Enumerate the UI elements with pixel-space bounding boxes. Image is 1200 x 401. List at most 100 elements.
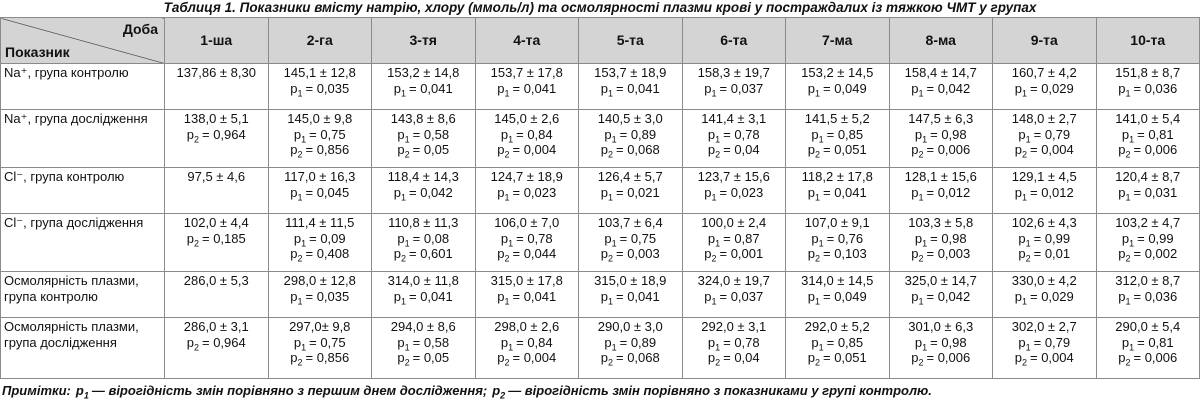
p-value: = 0,004 [1030,142,1074,157]
cell-value: 145,1 ± 12,8 [283,65,356,80]
cell-value: 153,2 ± 14,5 [801,65,874,80]
p-line: p1 = 0,042 [893,288,990,306]
corner-bottom: Показник [5,43,70,60]
cell-value: 301,0 ± 6,3 [908,319,974,334]
table-cell: 324,0 ± 19,7 p1 = 0,037 [681,271,786,318]
p-symbol: p [290,80,298,96]
table-cell: 290,0 ± 3,0 p1 = 0,89 p2 = 0,068 [578,317,683,379]
p-subscript: 1 [404,134,410,145]
p-line: p1 = 0,012 [996,184,1093,203]
p-value: = 0,035 [305,288,350,304]
p-subscript: 2 [193,342,199,353]
p-subscript: 1 [508,238,514,249]
table-cell: 145,0 ± 2,6 p1 = 0,84 p2 = 0,004 [474,109,579,168]
p-value: = 0,004 [512,142,557,157]
p-subscript: 2 [711,253,717,264]
corner-top: Доба [122,21,158,37]
p-value: = 0,05 [412,142,450,157]
table-cell: 103,2 ± 4,7 p1 = 0,99 p2 = 0,002 [1095,213,1200,272]
p-subscript: 2 [607,357,613,368]
p-value: = 0,021 [616,184,660,200]
p-symbol: p [707,230,716,246]
p-symbol: p [1018,246,1026,261]
table-cell: 297,0± 9,8 p1 = 0,75 p2 = 0,856 [267,317,372,379]
cell-value: 120,4 ± 8,7 [1115,169,1181,184]
p-line: p2 = 0,856 [272,142,369,159]
cell-value: 290,0 ± 5,4 [1115,319,1181,334]
p-symbol: p [293,230,302,246]
p-line: p1 = 0,035 [272,80,369,98]
table-cell: 325,0 ± 14,7 p1 = 0,042 [888,271,993,318]
table-cell: 141,4 ± 3,1 p1 = 0,78 p2 = 0,04 [681,109,786,168]
p-subscript: 1 [301,342,307,353]
p-value: = 0,037 [719,80,764,96]
cell-value: 315,0 ± 18,9 [594,273,667,288]
table-cell: 315,0 ± 17,8 p1 = 0,041 [474,271,579,318]
cell-value: 110,8 ± 11,3 [388,215,459,230]
table-cell: 153,2 ± 14,5 p1 = 0,049 [785,63,890,110]
p-subscript: 1 [918,192,924,203]
p-value: = 0,049 [823,80,867,96]
table-cell: 111,4 ± 11,5 p1 = 0,09 p2 = 0,408 [267,213,372,272]
p-symbol: p [1118,246,1126,261]
p-symbol: p [911,246,919,261]
p-line: p1 = 0,98 [893,335,990,352]
table-cell: 102,6 ± 4,3 p1 = 0,99 p2 = 0,01 [992,213,1097,272]
p-subscript: 1 [607,296,613,307]
p-subscript: 2 [504,253,510,264]
table-cell: 128,1 ± 15,6 p1 = 0,012 [888,167,993,214]
p-value: = 0,041 [512,288,557,304]
cell-value: 141,4 ± 3,1 [701,111,767,126]
p-line: p1 = 0,75 [272,335,369,353]
p-line: p2 = 0,006 [1100,142,1197,159]
p-value: = 0,185 [202,230,246,246]
p-line: p1 = 0,041 [479,81,576,98]
p-subscript: 2 [193,238,199,249]
p-value: = 0,042 [926,288,971,304]
table-cell: 158,4 ± 14,7 p1 = 0,042 [888,63,993,110]
p-value: = 0,856 [305,350,350,365]
p-value: = 0,85 [826,334,864,350]
p-symbol: p [500,334,509,350]
p-subscript: 1 [1125,192,1131,203]
p-value: = 0,042 [409,184,453,200]
p-value: = 0,75 [309,126,346,142]
cell-value: 314,0 ± 11,8 [387,273,459,288]
p-subscript: 1 [922,134,928,145]
p-value: = 0,004 [512,350,557,365]
p-subscript: 1 [1021,296,1027,307]
p-line: p2 = 0,601 [375,246,472,263]
p-value: = 0,79 [1033,126,1071,142]
p-subscript: 2 [504,149,510,160]
p-line: p1 = 0,041 [479,288,576,306]
p-value: = 0,103 [823,246,867,261]
p-line: p2 = 0,006 [893,350,990,367]
p-value: = 0,78 [723,334,760,350]
p-subscript: 1 [715,342,721,353]
p-value: = 0,84 [516,126,553,142]
p-value: = 0,05 [412,350,450,365]
p-symbol: p [1014,184,1022,200]
table-cell: 151,8 ± 8,7 p1 = 0,036 [1095,63,1200,110]
p-symbol: p [186,230,194,246]
p-line: p2 = 0,004 [479,350,576,367]
cell-value: 103,7 ± 6,4 [597,215,663,230]
cell-value: 97,5 ± 4,6 [187,169,246,184]
p-line: p1 = 0,98 [893,231,990,248]
table-row: Осмолярність плазми, група дослідження 28… [0,317,1200,379]
p-symbol: p [911,80,919,96]
p-subscript: 1 [508,342,514,353]
cell-value: 117,0 ± 16,3 [284,169,356,184]
table-row: Na⁺, група дослідження 138,0 ± 5,1 p2 = 0,9… [0,109,1200,168]
table-cell: 118,4 ± 14,3 p1 = 0,042 [371,167,476,214]
p-line: p2 = 0,001 [686,246,783,264]
p-subscript: 1 [918,88,924,99]
p-symbol: p [397,350,405,365]
p-line: p1 = 0,021 [582,184,679,202]
table-cell: 102,0 ± 4,4 p2 = 0,185 [164,213,269,272]
p-subscript: 1 [1021,192,1027,203]
table-cell: 124,7 ± 18,9 p1 = 0,023 [474,167,579,214]
p-line: p1 = 0,84 [479,126,576,144]
cell-value: 158,3 ± 19,7 [697,65,770,80]
cell-value: 107,0 ± 9,1 [804,215,870,230]
